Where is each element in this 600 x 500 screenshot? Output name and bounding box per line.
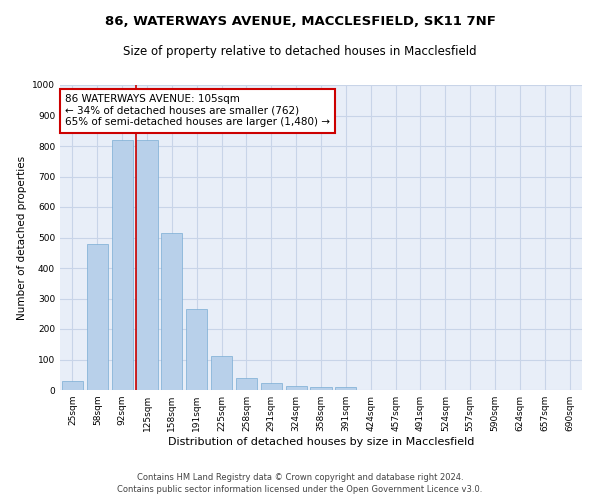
Bar xyxy=(136,140,158,390)
Bar xyxy=(62,381,83,390)
Bar xyxy=(87,244,108,390)
X-axis label: Distribution of detached houses by size in Macclesfield: Distribution of detached houses by size … xyxy=(168,437,474,447)
Bar xyxy=(286,386,307,390)
Y-axis label: Number of detached properties: Number of detached properties xyxy=(17,156,26,320)
Text: 86, WATERWAYS AVENUE, MACCLESFIELD, SK11 7NF: 86, WATERWAYS AVENUE, MACCLESFIELD, SK11… xyxy=(104,15,496,28)
Text: Size of property relative to detached houses in Macclesfield: Size of property relative to detached ho… xyxy=(123,45,477,58)
Bar xyxy=(310,388,332,390)
Text: Contains public sector information licensed under the Open Government Licence v3: Contains public sector information licen… xyxy=(118,485,482,494)
Bar xyxy=(211,356,232,390)
Bar xyxy=(236,378,257,390)
Bar xyxy=(186,309,207,390)
Text: 86 WATERWAYS AVENUE: 105sqm
← 34% of detached houses are smaller (762)
65% of se: 86 WATERWAYS AVENUE: 105sqm ← 34% of det… xyxy=(65,94,330,128)
Bar xyxy=(112,140,133,390)
Text: Contains HM Land Registry data © Crown copyright and database right 2024.: Contains HM Land Registry data © Crown c… xyxy=(137,474,463,482)
Bar xyxy=(161,233,182,390)
Bar xyxy=(335,388,356,390)
Bar xyxy=(261,384,282,390)
